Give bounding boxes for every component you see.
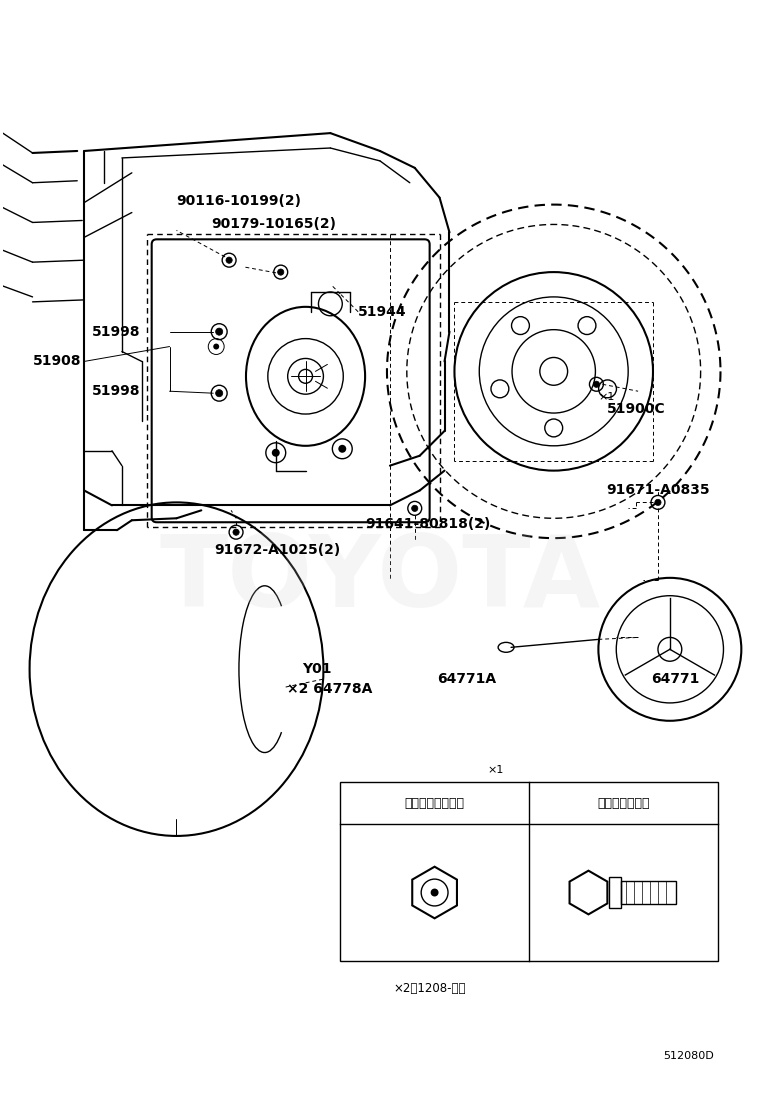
Circle shape bbox=[233, 529, 239, 535]
Text: 91641-80818(2): 91641-80818(2) bbox=[365, 517, 490, 532]
Text: 51944: 51944 bbox=[358, 305, 407, 319]
Circle shape bbox=[216, 389, 223, 397]
Circle shape bbox=[338, 445, 347, 453]
Text: 51908: 51908 bbox=[33, 355, 81, 368]
Text: 512080D: 512080D bbox=[663, 1051, 714, 1061]
Text: ×2 64778A: ×2 64778A bbox=[287, 682, 372, 696]
Text: 91672-A1025(2): 91672-A1025(2) bbox=[214, 543, 340, 557]
Circle shape bbox=[216, 328, 223, 335]
Circle shape bbox=[594, 381, 600, 387]
Text: ×2（1208-　）: ×2（1208- ） bbox=[393, 982, 465, 995]
Text: 91671-A0835: 91671-A0835 bbox=[606, 484, 710, 497]
Text: 90179-10165(2): 90179-10165(2) bbox=[211, 218, 336, 231]
Text: ×1: ×1 bbox=[487, 765, 504, 775]
Text: アルミホイル用: アルミホイル用 bbox=[597, 796, 650, 810]
Bar bbox=[610, 876, 621, 909]
Circle shape bbox=[431, 888, 439, 896]
Text: 64771: 64771 bbox=[651, 672, 699, 686]
Text: Y01: Y01 bbox=[302, 662, 332, 676]
Circle shape bbox=[277, 269, 283, 275]
Circle shape bbox=[655, 499, 661, 506]
Text: 51998: 51998 bbox=[92, 325, 141, 339]
Text: TOYOTA: TOYOTA bbox=[160, 532, 600, 628]
Bar bbox=[621, 881, 676, 904]
Text: ×1: ×1 bbox=[598, 393, 615, 403]
Circle shape bbox=[214, 344, 219, 349]
Bar bbox=[340, 783, 717, 961]
Text: 51900C: 51900C bbox=[607, 403, 666, 416]
Text: 51998: 51998 bbox=[92, 385, 141, 398]
Text: スチールホイル用: スチールホイル用 bbox=[404, 796, 464, 810]
Text: 90116-10199(2): 90116-10199(2) bbox=[176, 193, 302, 208]
Circle shape bbox=[412, 505, 418, 512]
Circle shape bbox=[272, 449, 280, 457]
Text: 64771A: 64771A bbox=[438, 672, 497, 686]
Circle shape bbox=[226, 257, 233, 264]
